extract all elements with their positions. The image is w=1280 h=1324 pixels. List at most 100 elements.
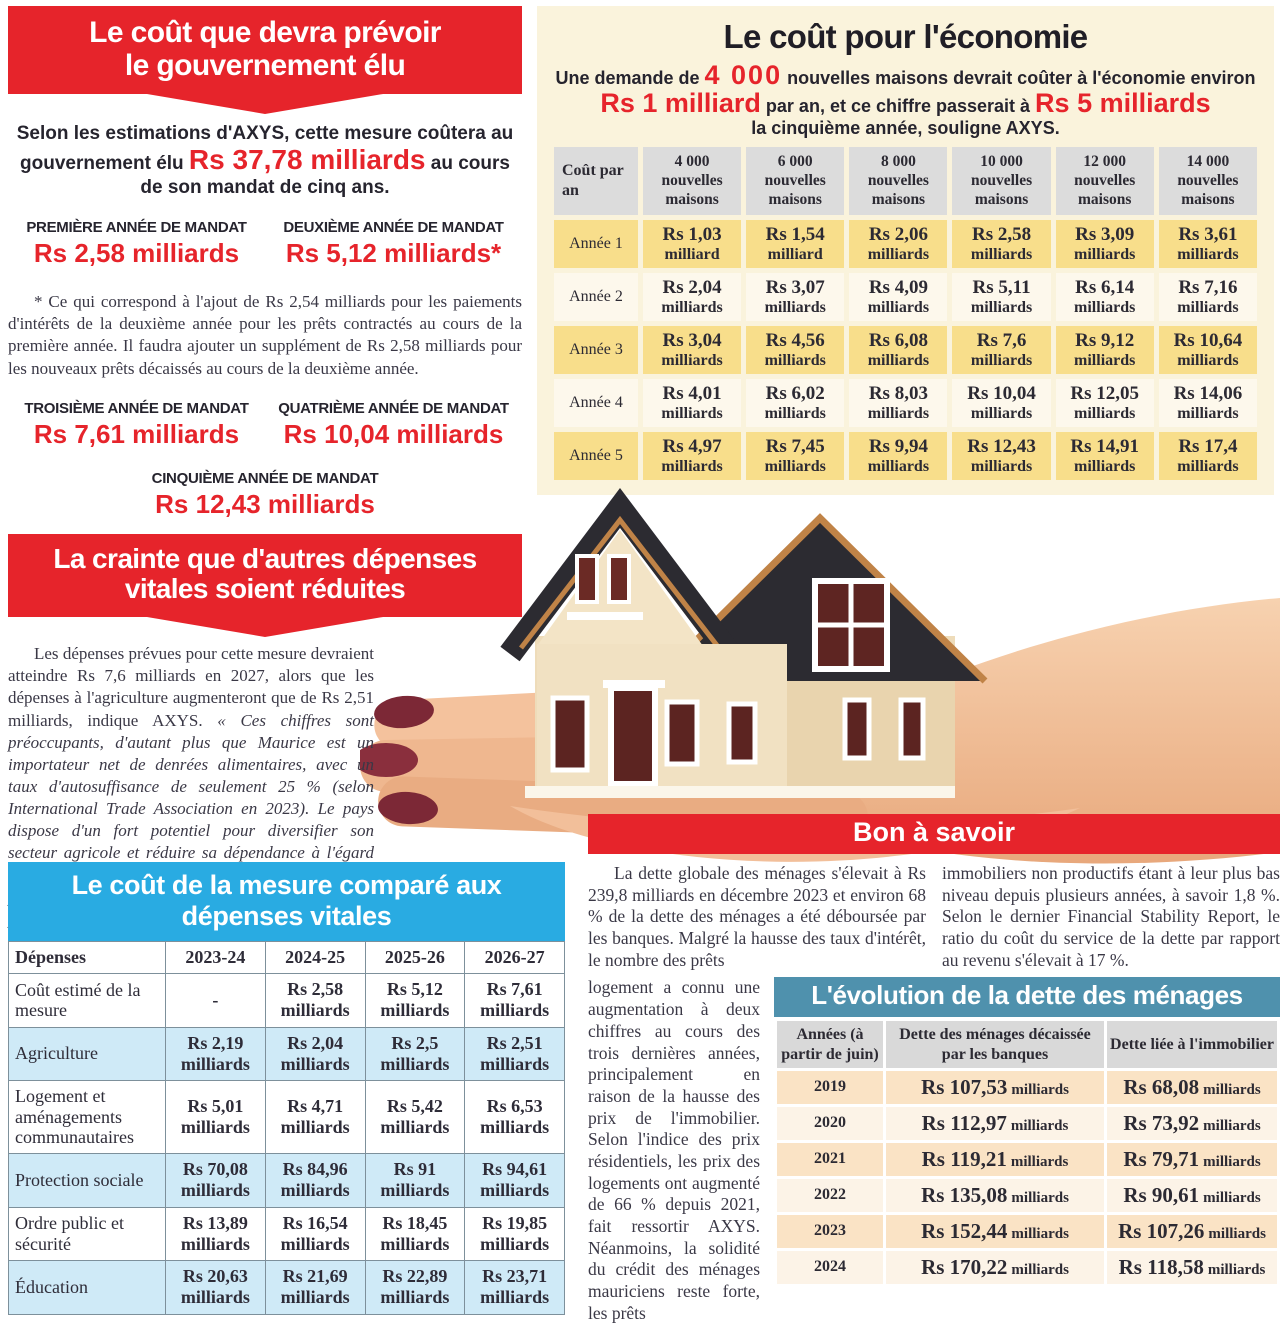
debt-year: 2023 (777, 1214, 883, 1248)
house-roof-left (500, 488, 740, 662)
economy-col-6000-num: 6 000 (777, 152, 813, 170)
economy-col-8000-label: nouvelles maisons (867, 171, 929, 209)
economy-col-10000: 10 000 nouvelles maisons (952, 146, 1051, 215)
cell-value: Rs 17,4 (1178, 435, 1238, 457)
debt-header-immo: Dette liée à l'immobilier (1107, 1021, 1277, 1068)
cell-unit: milliards (1074, 351, 1136, 369)
economy-cell: Rs 1,54 milliard (746, 219, 845, 268)
cell-unit: milliards (764, 298, 826, 316)
economy-cell: Rs 4,97 milliards (643, 431, 742, 480)
door (608, 685, 658, 787)
economy-cell: Rs 12,43 milliards (952, 431, 1051, 480)
economy-col-4000-num: 4 000 (674, 152, 710, 170)
debt-year: 2020 (777, 1106, 883, 1140)
cell-unit: milliard (664, 245, 720, 263)
debt-immo-cell: Rs 68,08 milliards (1107, 1070, 1277, 1104)
debt-year: 2022 (777, 1178, 883, 1212)
cell-unit: milliards (180, 1117, 250, 1138)
cost-cell: Rs 5,12 milliards (364, 973, 466, 1028)
economy-row-annee5-label: Année 5 (554, 431, 638, 480)
mandate-year-2-value: Rs 5,12 milliards* (285, 238, 502, 269)
economy-cell: Rs 14,06 milliards (1158, 378, 1257, 427)
debt-year: 2019 (777, 1070, 883, 1104)
economy-col-8000: 8 000 nouvelles maisons (849, 146, 948, 215)
economy-cell: Rs 6,14 milliards (1055, 272, 1154, 321)
cell-unit: milliards (280, 1180, 350, 1201)
banner-gov-cost-line1: Le coût que devra prévoir (89, 16, 441, 49)
cell-value: Rs 5,01 (187, 1095, 244, 1116)
mandate-year-3-label: TROISIÈME ANNÉE DE MANDAT (24, 399, 249, 417)
cell-unit: milliards (480, 1180, 550, 1201)
cost-row-mesure: Coût estimé de la mesure - Rs 2,58 millia… (8, 973, 565, 1028)
economy-intro: Une demande de 4 000 nouvelles maisons d… (549, 62, 1262, 140)
cell-unit: milliards (970, 298, 1033, 316)
cost-cell: Rs 84,96 milliards (264, 1153, 366, 1208)
debt-immo-cell: Rs 90,61 milliards (1107, 1178, 1277, 1212)
cost-row-ordre-label: Ordre public et sécurité (8, 1206, 166, 1262)
cost-header-2024-25: 2024-25 (264, 941, 366, 975)
fingernail (374, 695, 434, 729)
bon-a-savoir-section: Bon à savoir La dette globale des ménage… (588, 814, 1280, 1324)
economy-cell: Rs 14,91 milliards (1055, 431, 1154, 480)
debt-bank-cell: Rs 152,44 milliards (886, 1214, 1104, 1248)
cell-unit: milliards (1177, 245, 1239, 263)
cell-value: Rs 107,53 (921, 1074, 1008, 1099)
banner-gov-cost: Le coût que devra prévoir le gouvernemen… (8, 6, 522, 94)
economy-row-annee5: Année 5 Rs 4,97 milliards Rs 7,45 milliard… (554, 431, 1257, 480)
mandate-year-1: PREMIÈRE ANNÉE DE MANDAT Rs 2,58 milliar… (8, 219, 265, 269)
banner-crainte-line2: vitales soient réduites (124, 573, 406, 605)
economy-cell: Rs 8,03 milliards (849, 378, 948, 427)
cell-value: Rs 21,69 (282, 1266, 348, 1287)
cell-value: Rs 2,5 (391, 1032, 439, 1053)
economy-intro-4000: 4 000 (704, 60, 783, 90)
cell-unit: milliards (764, 351, 826, 369)
cell-value: Rs 12,43 (967, 435, 1036, 457)
debt-immo-cell: Rs 107,26 milliards (1107, 1214, 1277, 1248)
economy-cell: Rs 7,16 milliards (1158, 272, 1257, 321)
cell-value: Rs 20,63 (182, 1266, 248, 1287)
cost-cell: Rs 91 milliards (364, 1153, 466, 1208)
economy-col-12000-num: 12 000 (1083, 152, 1127, 170)
cell-unit: milliards (1203, 1117, 1261, 1134)
cell-unit: milliards (480, 1233, 550, 1254)
cell-unit: milliards (1011, 1225, 1069, 1242)
cell-unit: milliards (764, 457, 826, 475)
cost-cell: Rs 7,61 milliards (464, 973, 565, 1028)
cell-unit: milliards (1177, 457, 1239, 475)
banner-bon-a-savoir: Bon à savoir (588, 814, 1280, 854)
economy-table: Coût par an 4 000 nouvelles maisons 6 000… (549, 142, 1262, 485)
debt-row-2022: 2022 Rs 135,08 milliards Rs 90,61 millia… (777, 1178, 1277, 1212)
cost-cell: Rs 18,45 milliards (364, 1206, 466, 1262)
cell-value: Rs 7,6 (976, 329, 1027, 351)
cell-unit: milliards (280, 1117, 350, 1138)
mandate-footnote: * Ce qui correspond à l'ajout de Rs 2,54… (8, 292, 522, 378)
cell-value: Rs 13,89 (182, 1212, 248, 1233)
cell-value: Rs 107,26 (1118, 1218, 1205, 1243)
economy-table-corner: Coût par an (554, 146, 638, 215)
window (664, 699, 700, 767)
economy-cell: Rs 5,11 milliards (952, 272, 1051, 321)
house-roof-left-trim (519, 515, 721, 650)
cell-value: Rs 9,94 (868, 435, 928, 457)
cost-row-agriculture: Agriculture Rs 2,19 milliards Rs 2,04 mill… (8, 1026, 565, 1082)
debt-bank-cell: Rs 112,97 milliards (886, 1106, 1104, 1140)
debt-immo-cell: Rs 79,71 milliards (1107, 1142, 1277, 1176)
cell-value: Rs 3,07 (765, 276, 825, 298)
cell-value: Rs 152,44 (921, 1218, 1008, 1243)
cell-unit: milliards (1074, 404, 1136, 422)
cell-value: Rs 14,06 (1173, 382, 1243, 404)
cost-row-protection: Protection sociale Rs 70,08 milliards Rs … (8, 1153, 565, 1208)
debt-table-header-row: Années (à partir de juin) Dette des ména… (777, 1021, 1277, 1068)
economy-cell: Rs 7,45 milliards (746, 431, 845, 480)
cell-value: Rs 3,61 (1178, 223, 1238, 245)
cell-unit: milliards (867, 404, 930, 422)
cell-unit: milliards (380, 1000, 450, 1021)
cell-value: Rs 6,08 (868, 329, 928, 351)
gov-cost-intro: Selon les estimations d'AXYS, cette mesu… (10, 122, 520, 199)
cell-unit: milliards (970, 404, 1033, 422)
mandate-year-5-value: Rs 12,43 milliards (155, 488, 375, 519)
banner-cost-comparison-line2: dépenses vitales (181, 901, 392, 932)
balcony-rail (567, 612, 643, 620)
economy-intro-s3: par an, et ce chiffre passerait à (760, 95, 1036, 116)
economy-title: Le coût pour l'économie (723, 18, 1089, 55)
